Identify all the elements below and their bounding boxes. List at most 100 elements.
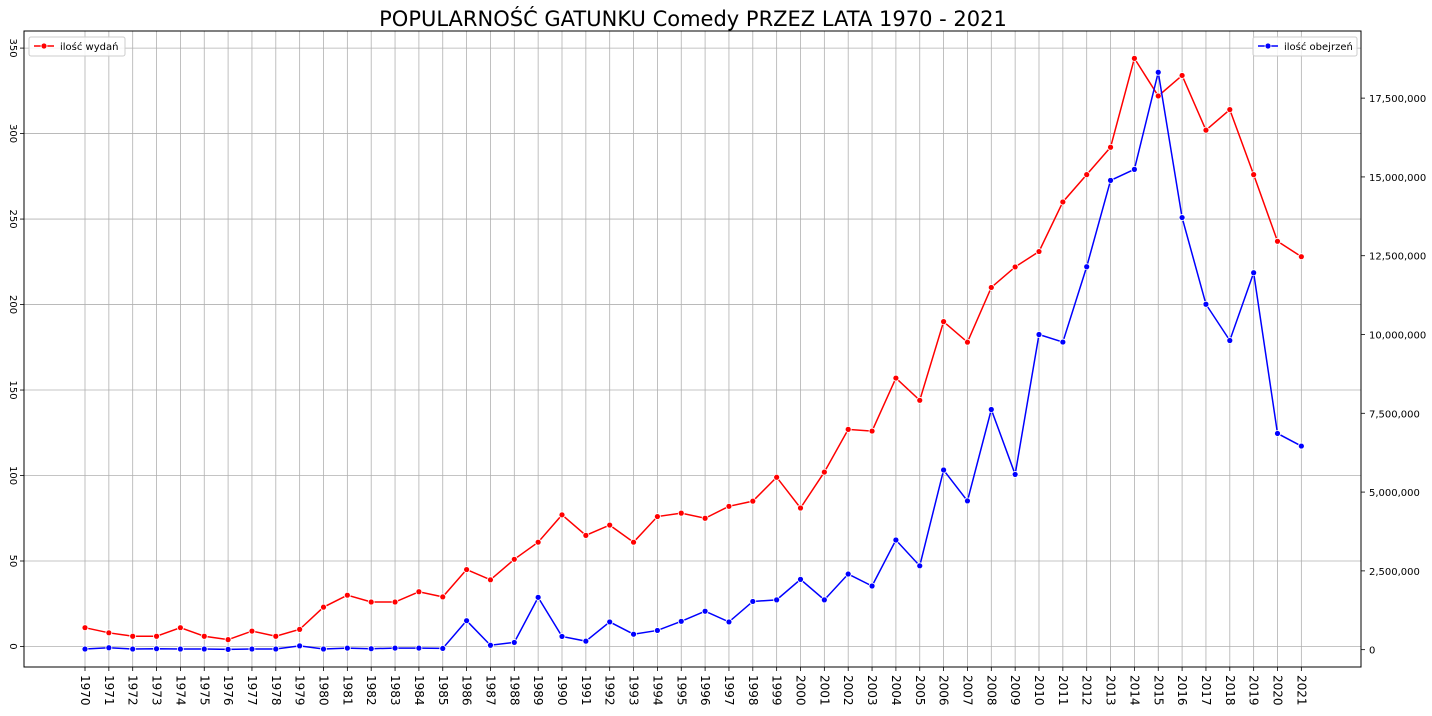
series-1-point — [1083, 263, 1091, 271]
series-1-point — [773, 596, 781, 604]
series-0-point — [153, 632, 160, 640]
series-0-point — [81, 624, 89, 632]
x-tick-label: 1994 — [650, 675, 664, 706]
x-tick-label: 1975 — [197, 675, 211, 706]
x-tick-label: 1983 — [388, 675, 402, 706]
series-1-point — [272, 645, 280, 653]
series-0-point — [1011, 263, 1019, 271]
x-tick-label: 1981 — [340, 675, 354, 706]
right-y-tick-label: 0 — [1369, 646, 1375, 657]
series-0-point — [916, 396, 924, 404]
right-y-tick-label: 10,000,000 — [1369, 331, 1426, 342]
x-tick-label: 1985 — [436, 675, 450, 706]
series-0-point — [1274, 237, 1281, 245]
series-1-point — [439, 645, 447, 652]
series-1-point — [844, 570, 852, 578]
series-1-point — [892, 536, 900, 544]
series-1-point — [868, 582, 876, 590]
series-1-point — [367, 645, 375, 653]
x-tick-label: 1992 — [603, 675, 617, 706]
series-1-point — [797, 575, 804, 583]
series-1-point — [606, 618, 614, 626]
x-tick-label: 1973 — [150, 675, 164, 706]
series-0-point — [1131, 54, 1138, 62]
x-tick-label: 2012 — [1080, 675, 1094, 706]
series-0-point — [1202, 126, 1210, 134]
series-1-point — [558, 633, 566, 640]
legend-0: ilość wydań — [28, 36, 126, 57]
x-tick-label: 1984 — [412, 675, 426, 706]
series-1-point — [654, 627, 661, 634]
left-y-tick-label: 250 — [7, 210, 18, 229]
series-0-point — [630, 538, 637, 546]
series-line-1 — [84, 72, 1302, 651]
right-y-tick-label: 17,500,000 — [1369, 94, 1426, 105]
series-1-point — [1131, 165, 1138, 173]
right-y-tick-label: 7,500,000 — [1369, 409, 1420, 420]
legends: ilość wydań ilość obejrzeń — [28, 36, 1358, 57]
series-0-point — [1035, 248, 1043, 255]
legend-marker — [40, 42, 48, 50]
series-1-point — [820, 596, 828, 604]
x-tick-label: 1999 — [770, 675, 784, 706]
x-tick-label: 1974 — [173, 675, 187, 706]
series-0-point — [343, 591, 351, 599]
series-0-point — [176, 624, 184, 632]
series-1-point — [1202, 300, 1210, 308]
series-1-point — [224, 645, 232, 653]
left-y-tick-label: 50 — [7, 555, 18, 568]
x-tick-label: 2008 — [984, 675, 998, 706]
x-tick-label: 2016 — [1175, 675, 1189, 706]
series-0-point — [200, 632, 208, 640]
series-0-point — [415, 588, 423, 596]
series-1-point — [534, 593, 542, 601]
series-1-point — [964, 497, 971, 505]
series-1-point — [1297, 442, 1305, 450]
series-0-point — [1059, 198, 1067, 206]
right-y-tick-label: 12,500,000 — [1369, 252, 1426, 263]
series-0-point — [1297, 253, 1305, 261]
series-0-point — [797, 504, 804, 512]
series-1-point — [487, 641, 494, 649]
series-1-point — [510, 639, 518, 646]
series-0-point — [844, 425, 852, 433]
series-0-point — [1154, 92, 1162, 100]
x-tick-label: 1993 — [627, 675, 641, 706]
series-0-point — [224, 636, 232, 644]
series-0-point — [868, 427, 876, 435]
x-tick-label: 1986 — [460, 675, 474, 706]
series-1-point — [701, 607, 709, 615]
right-y-tick-label: 15,000,000 — [1369, 173, 1426, 184]
series-0-point — [248, 627, 256, 635]
series-1-point — [1035, 331, 1043, 338]
x-tick-label: 2001 — [817, 675, 831, 706]
series — [81, 54, 1305, 653]
x-tick-label: 2017 — [1199, 675, 1213, 706]
series-1-point — [725, 618, 733, 626]
axes: 1970 1971 1972 1973 1974 1975 1976 1977 1978 1979… — [7, 30, 1426, 706]
grid — [24, 31, 1361, 667]
series-1-point — [1274, 430, 1281, 437]
legend-box — [1252, 36, 1358, 57]
x-tick-label: 2009 — [1008, 675, 1022, 706]
series-0-point — [510, 555, 518, 563]
series-line-0 — [84, 56, 1302, 641]
x-tick-label: 2007 — [960, 675, 974, 706]
x-tick-label: 1996 — [698, 675, 712, 706]
series-0-point — [606, 521, 614, 529]
series-0-point — [391, 598, 399, 606]
series-1-point — [81, 645, 89, 653]
series-1-point — [463, 617, 471, 625]
series-0-point — [558, 511, 566, 519]
series-1-point — [1226, 337, 1234, 344]
series-0-point — [677, 509, 685, 517]
series-1-point — [1250, 269, 1258, 277]
x-tick-label: 1997 — [722, 675, 736, 706]
x-tick-label: 2004 — [889, 675, 903, 706]
series-0-point — [129, 632, 137, 640]
series-0-point — [296, 625, 304, 633]
x-tick-label: 1970 — [78, 675, 92, 706]
left-y-tick-label: 0 — [7, 643, 18, 649]
series-1-point — [677, 617, 685, 625]
